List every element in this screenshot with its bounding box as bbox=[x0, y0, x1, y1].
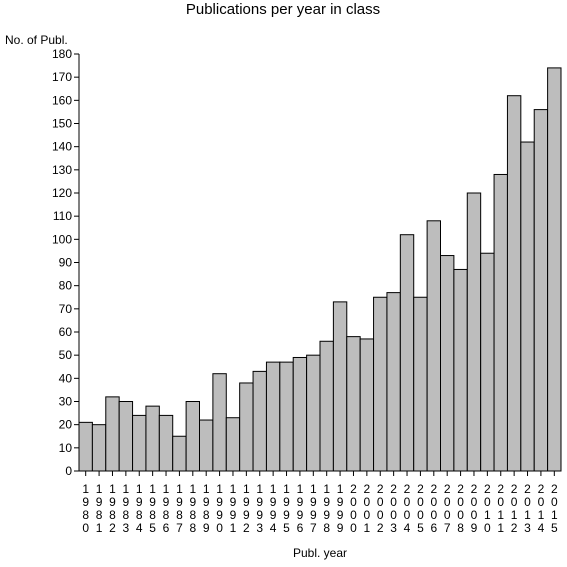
x-axis: 1 9 8 0 1 9 8 1 1 9 8 2 1 9 8 3 1 9 8 4 1 9 8 5 1 9 8 6 1 9 8 7 1 9 8 8 1 9 8 9… bbox=[79, 470, 561, 535]
y-tick-label: 60 bbox=[59, 325, 73, 339]
bar-1998 bbox=[319, 340, 334, 472]
bar-1994 bbox=[265, 361, 281, 472]
bar-1993 bbox=[252, 370, 267, 472]
y-tick-label: 0 bbox=[65, 464, 72, 478]
chart-title: Publications per year in class bbox=[186, 1, 380, 18]
bar-1982 bbox=[105, 396, 120, 472]
y-axis: 0 10 20 30 40 50 60 70 80 90 100 110 120 130 140 150 160… bbox=[52, 47, 80, 478]
bar-1980 bbox=[78, 421, 93, 472]
y-tick-label: 40 bbox=[59, 371, 73, 385]
y-tick-label: 80 bbox=[59, 279, 73, 293]
y-tick-label: 180 bbox=[52, 47, 72, 61]
y-tick-label: 130 bbox=[52, 163, 72, 177]
bar-1996 bbox=[292, 356, 308, 472]
bar-1984 bbox=[132, 414, 147, 472]
y-tick-label: 110 bbox=[53, 209, 72, 223]
bar-1991 bbox=[225, 417, 241, 472]
bar-1983 bbox=[118, 401, 134, 472]
y-tick-label: 150 bbox=[52, 117, 72, 131]
bar-1992 bbox=[239, 382, 254, 472]
y-tick-label: 170 bbox=[52, 70, 72, 84]
bar-1995 bbox=[279, 361, 294, 472]
bar-1981 bbox=[91, 424, 107, 472]
y-tick-label: 160 bbox=[52, 93, 72, 107]
bar-2001 bbox=[359, 338, 375, 472]
bar-2008 bbox=[453, 268, 468, 472]
bar-1989 bbox=[199, 419, 214, 472]
bar-2014 bbox=[533, 109, 549, 472]
bar-2003 bbox=[386, 292, 401, 472]
y-tick-label: 100 bbox=[52, 232, 72, 246]
bar-2009 bbox=[466, 192, 482, 472]
bar-2007 bbox=[440, 255, 455, 472]
bar-2000 bbox=[346, 336, 361, 472]
bar-1990 bbox=[212, 373, 227, 472]
bar-1997 bbox=[306, 354, 321, 472]
y-tick-label: 120 bbox=[52, 186, 72, 200]
x-axis-label: Publ. year bbox=[293, 546, 347, 560]
y-axis-label: No. of Publ. bbox=[5, 33, 68, 47]
bar-1999 bbox=[332, 301, 348, 472]
y-tick-label: 50 bbox=[59, 348, 73, 362]
bar-1987 bbox=[172, 435, 187, 472]
bar-2005 bbox=[413, 296, 428, 472]
y-tick-label: 10 bbox=[59, 441, 73, 455]
bar-2006 bbox=[426, 220, 441, 472]
bar-2015 bbox=[547, 67, 562, 472]
y-tick-label: 90 bbox=[59, 256, 73, 270]
bar-2010 bbox=[480, 252, 495, 472]
bar-2011 bbox=[493, 173, 508, 472]
y-tick-label: 140 bbox=[52, 140, 72, 154]
bar-2013 bbox=[520, 141, 535, 472]
bar-2012 bbox=[506, 95, 522, 472]
y-tick-label: 30 bbox=[59, 395, 73, 409]
bar-1986 bbox=[158, 414, 174, 472]
bar-1988 bbox=[185, 401, 201, 472]
y-tick-label: 20 bbox=[59, 418, 73, 432]
bar-1985 bbox=[145, 405, 160, 472]
bars-group bbox=[78, 67, 562, 472]
y-tick-label: 70 bbox=[59, 302, 73, 316]
bar-2002 bbox=[373, 296, 388, 472]
bar-2004 bbox=[399, 234, 415, 472]
